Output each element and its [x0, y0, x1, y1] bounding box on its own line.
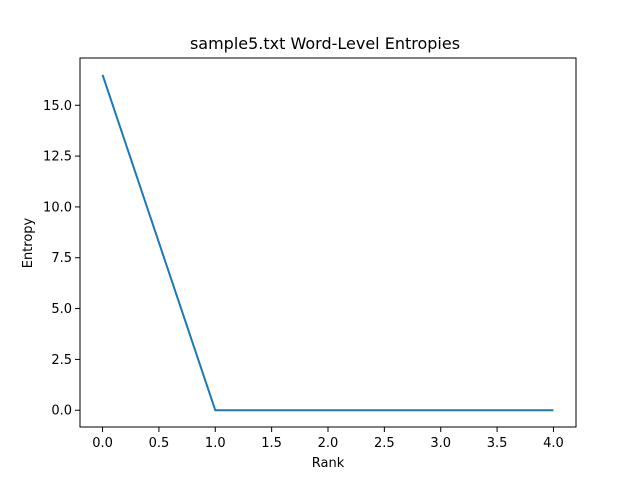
y-axis-label: Entropy — [21, 217, 36, 268]
chart-title: sample5.txt Word-Level Entropies — [190, 34, 460, 53]
x-tick-label: 3.5 — [487, 436, 508, 451]
y-tick-label: 7.5 — [51, 251, 72, 266]
series-line-0 — [101, 74, 554, 412]
x-tick-label: 0.5 — [149, 436, 170, 451]
y-tick-label: 5.0 — [51, 302, 72, 317]
y-axis: 0.0 2.5 5.0 7.5 10.0 12.5 15.0 — [43, 99, 80, 419]
y-tick-label: 2.5 — [51, 353, 72, 368]
y-tick-label: 10.0 — [43, 200, 72, 215]
x-tick-label: 0.0 — [92, 436, 113, 451]
y-tick-label: 12.5 — [43, 150, 72, 165]
x-axis: 0.0 0.5 1.0 1.5 2.0 2.5 3.0 3.5 4.0 — [92, 427, 564, 451]
y-tick-label: 0.0 — [51, 404, 72, 419]
x-tick-label: 3.0 — [430, 436, 451, 451]
x-axis-label: Rank — [312, 456, 345, 471]
x-tick-label: 1.0 — [205, 436, 226, 451]
plot-area — [101, 74, 554, 412]
x-tick-label: 1.5 — [261, 436, 282, 451]
y-tick-label: 15.0 — [43, 99, 72, 114]
x-tick-label: 4.0 — [543, 436, 564, 451]
x-tick-label: 2.5 — [374, 436, 395, 451]
x-tick-label: 2.0 — [318, 436, 339, 451]
